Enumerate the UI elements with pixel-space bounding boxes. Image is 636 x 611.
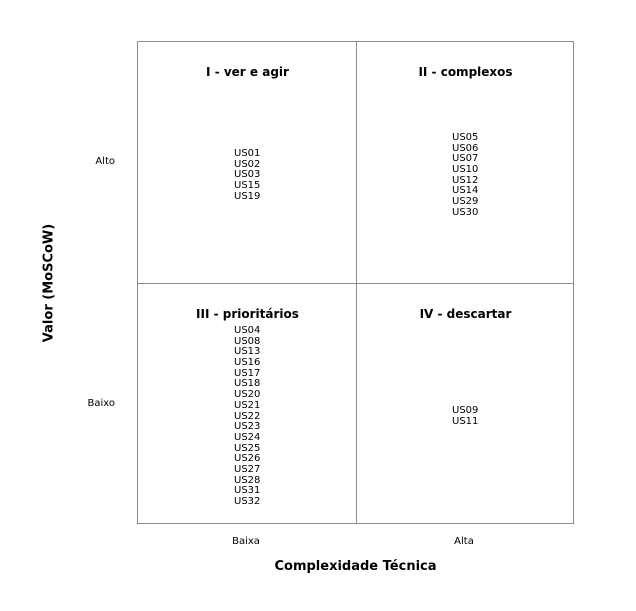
quadrant-4-items: US09 US11 bbox=[452, 405, 479, 427]
user-story-item: US05 bbox=[452, 132, 479, 143]
user-story-item: US25 bbox=[234, 442, 261, 454]
user-story-item: US29 bbox=[452, 196, 479, 208]
quadrant-3-title: III - prioritários bbox=[196, 307, 299, 321]
quadrant-1-items: US01 US02 US03 US15 US19 bbox=[234, 148, 261, 202]
user-story-item: US26 bbox=[234, 453, 261, 465]
quadrant-1-title: I - ver e agir bbox=[206, 65, 289, 79]
row-label-high: Alto bbox=[95, 156, 115, 167]
vertical-divider bbox=[356, 42, 357, 523]
quadrant-4-title: IV - descartar bbox=[419, 307, 512, 321]
user-story-item: US19 bbox=[234, 190, 261, 202]
user-story-item: US02 bbox=[234, 158, 261, 170]
quadrant-3-items: US04 US08 US13 US16 US17 US18 US20 US21 US22 US23… bbox=[234, 325, 261, 508]
user-story-item: US22 bbox=[234, 410, 261, 422]
user-story-item: US10 bbox=[452, 164, 479, 176]
column-label-low: Baixa bbox=[232, 536, 260, 547]
user-story-item: US12 bbox=[452, 174, 479, 186]
user-story-item: US20 bbox=[234, 389, 261, 401]
y-axis-label: Valor (MoSCoW) bbox=[41, 223, 57, 343]
user-story-item: US31 bbox=[234, 485, 261, 497]
row-label-low: Baixo bbox=[87, 398, 116, 409]
user-story-item: US14 bbox=[452, 185, 479, 197]
user-story-item: US32 bbox=[234, 496, 261, 507]
x-axis-label: Complexidade Técnica bbox=[274, 559, 437, 574]
priority-matrix: I - ver e agir US01 US02 US03 US15 US19 II -… bbox=[137, 41, 574, 524]
user-story-item: US27 bbox=[234, 463, 261, 475]
column-label-high: Alta bbox=[454, 536, 474, 547]
user-story-item: US06 bbox=[452, 142, 479, 154]
user-story-item: US13 bbox=[234, 346, 261, 358]
user-story-item: US09 bbox=[452, 405, 479, 416]
quadrant-2-items: US05 US06 US07 US10 US12 US14 US29 US30 bbox=[452, 132, 479, 219]
user-story-item: US08 bbox=[234, 335, 261, 347]
user-story-item: US21 bbox=[234, 399, 261, 411]
user-story-item: US23 bbox=[234, 421, 261, 433]
user-story-item: US07 bbox=[452, 153, 479, 165]
user-story-item: US28 bbox=[234, 474, 261, 486]
user-story-item: US04 bbox=[234, 325, 261, 336]
user-story-item: US18 bbox=[234, 378, 261, 390]
user-story-item: US17 bbox=[234, 367, 261, 379]
user-story-item: US03 bbox=[234, 169, 261, 181]
horizontal-divider bbox=[138, 283, 573, 284]
user-story-item: US15 bbox=[234, 180, 261, 192]
user-story-item: US16 bbox=[234, 357, 261, 369]
user-story-item: US11 bbox=[452, 415, 479, 427]
quadrant-2-title: II - complexos bbox=[418, 65, 513, 79]
user-story-item: US24 bbox=[234, 431, 261, 443]
user-story-item: US30 bbox=[452, 206, 479, 218]
user-story-item: US01 bbox=[234, 148, 261, 159]
